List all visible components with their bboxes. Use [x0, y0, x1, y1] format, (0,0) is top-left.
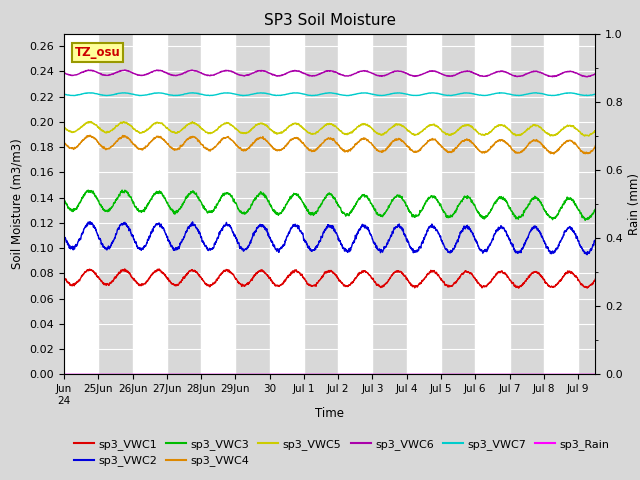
X-axis label: Time: Time	[315, 407, 344, 420]
Bar	[201, 34, 236, 374]
Y-axis label: Rain (mm): Rain (mm)	[628, 173, 640, 235]
Bar	[476, 34, 509, 374]
Bar	[595, 34, 612, 374]
Bar	[338, 34, 372, 374]
Bar	[132, 34, 167, 374]
Text: TZ_osu: TZ_osu	[75, 46, 120, 59]
Bar	[269, 34, 304, 374]
Bar	[64, 34, 99, 374]
Legend: sp3_VWC1, sp3_VWC2, sp3_VWC3, sp3_VWC4, sp3_VWC5, sp3_VWC6, sp3_VWC7, sp3_Rain: sp3_VWC1, sp3_VWC2, sp3_VWC3, sp3_VWC4, …	[70, 434, 614, 471]
Y-axis label: Soil Moisture (m3/m3): Soil Moisture (m3/m3)	[11, 139, 24, 269]
Bar	[544, 34, 578, 374]
Title: SP3 Soil Moisture: SP3 Soil Moisture	[264, 13, 396, 28]
Bar	[406, 34, 441, 374]
